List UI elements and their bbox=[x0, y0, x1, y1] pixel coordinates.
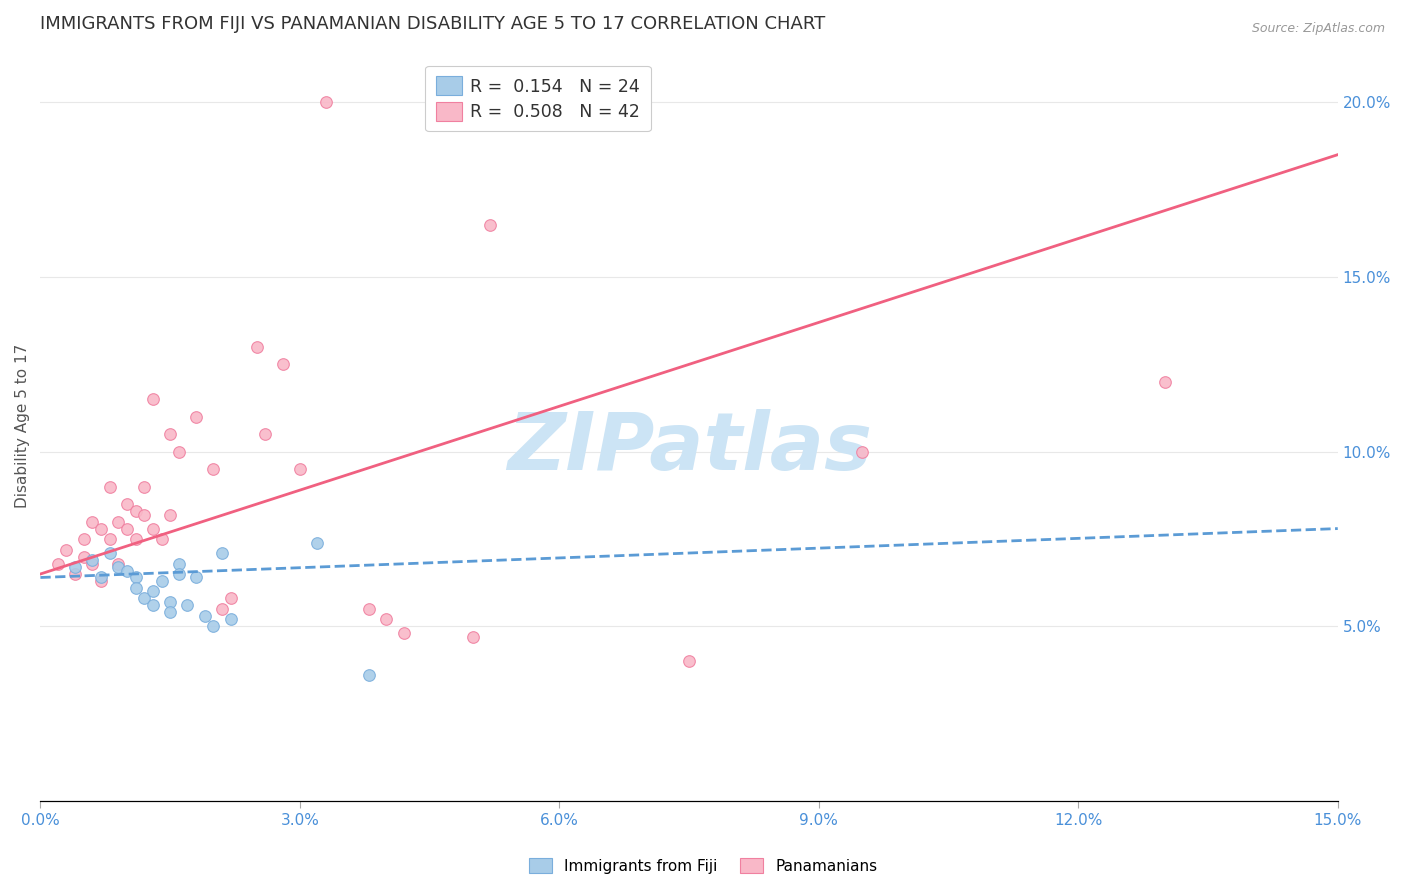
Text: ZIPatlas: ZIPatlas bbox=[506, 409, 872, 487]
Point bbox=[134, 591, 156, 606]
Text: Source: ZipAtlas.com: Source: ZipAtlas.com bbox=[1251, 22, 1385, 36]
Point bbox=[461, 630, 484, 644]
Legend: R =  0.154   N = 24, R =  0.508   N = 42: R = 0.154 N = 24, R = 0.508 N = 42 bbox=[426, 66, 651, 131]
Point bbox=[142, 584, 165, 599]
Point bbox=[98, 480, 121, 494]
Point bbox=[392, 626, 415, 640]
Point bbox=[211, 602, 233, 616]
Point bbox=[73, 549, 96, 564]
Point bbox=[202, 462, 225, 476]
Point bbox=[1153, 375, 1175, 389]
Point bbox=[159, 606, 181, 620]
Point bbox=[46, 557, 69, 571]
Point bbox=[134, 480, 156, 494]
Point bbox=[271, 357, 294, 371]
Point bbox=[124, 504, 146, 518]
Point bbox=[63, 566, 86, 581]
Point bbox=[184, 570, 207, 584]
Point bbox=[678, 654, 700, 668]
Point bbox=[107, 557, 129, 571]
Point bbox=[142, 522, 165, 536]
Point bbox=[184, 409, 207, 424]
Point bbox=[219, 612, 242, 626]
Point bbox=[851, 444, 873, 458]
Point bbox=[288, 462, 311, 476]
Point bbox=[315, 95, 337, 110]
Point bbox=[82, 557, 104, 571]
Point bbox=[107, 515, 129, 529]
Point bbox=[115, 564, 138, 578]
Point bbox=[98, 546, 121, 560]
Point bbox=[359, 602, 381, 616]
Point bbox=[176, 599, 198, 613]
Point bbox=[82, 553, 104, 567]
Point bbox=[167, 566, 190, 581]
Point bbox=[124, 581, 146, 595]
Point bbox=[115, 522, 138, 536]
Point bbox=[194, 609, 217, 624]
Point bbox=[63, 560, 86, 574]
Point bbox=[90, 570, 112, 584]
Point bbox=[134, 508, 156, 522]
Point bbox=[479, 218, 502, 232]
Point bbox=[159, 595, 181, 609]
Point bbox=[211, 546, 233, 560]
Point bbox=[82, 515, 104, 529]
Point bbox=[202, 619, 225, 633]
Point bbox=[167, 557, 190, 571]
Point bbox=[159, 427, 181, 442]
Point bbox=[98, 532, 121, 546]
Point bbox=[150, 574, 173, 588]
Point bbox=[90, 522, 112, 536]
Point bbox=[150, 532, 173, 546]
Point bbox=[219, 591, 242, 606]
Point bbox=[167, 444, 190, 458]
Point bbox=[375, 612, 398, 626]
Text: IMMIGRANTS FROM FIJI VS PANAMANIAN DISABILITY AGE 5 TO 17 CORRELATION CHART: IMMIGRANTS FROM FIJI VS PANAMANIAN DISAB… bbox=[41, 15, 825, 33]
Point bbox=[307, 535, 329, 549]
Y-axis label: Disability Age 5 to 17: Disability Age 5 to 17 bbox=[15, 343, 30, 508]
Point bbox=[107, 560, 129, 574]
Point bbox=[55, 542, 77, 557]
Point bbox=[115, 497, 138, 511]
Point bbox=[90, 574, 112, 588]
Point bbox=[142, 392, 165, 407]
Point bbox=[124, 532, 146, 546]
Point bbox=[142, 599, 165, 613]
Point bbox=[254, 427, 277, 442]
Point bbox=[159, 508, 181, 522]
Point bbox=[124, 570, 146, 584]
Point bbox=[246, 340, 269, 354]
Point bbox=[359, 668, 381, 682]
Point bbox=[73, 532, 96, 546]
Legend: Immigrants from Fiji, Panamanians: Immigrants from Fiji, Panamanians bbox=[523, 852, 883, 880]
